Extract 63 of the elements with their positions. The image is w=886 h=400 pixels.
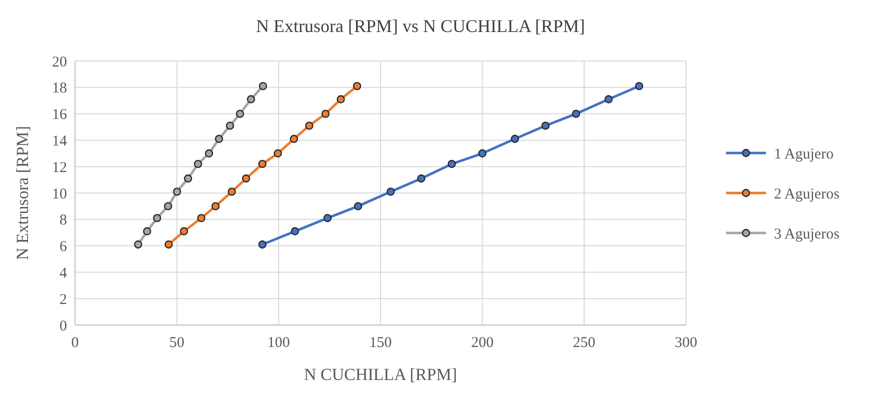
y-axis-title: N Extrusora [RPM] <box>13 126 32 260</box>
point <box>184 174 192 183</box>
point <box>478 149 486 158</box>
point <box>164 240 173 249</box>
y-tick-label: 16 <box>52 107 68 124</box>
x-tick-label: 200 <box>471 335 494 351</box>
point <box>635 82 644 90</box>
x-tick-label: 100 <box>267 335 290 351</box>
point <box>236 110 244 118</box>
y-tick-label: 0 <box>60 318 67 334</box>
x-tick-label: 50 <box>169 335 184 351</box>
point <box>242 174 250 183</box>
point <box>290 227 300 236</box>
point <box>290 134 298 143</box>
point <box>352 82 362 90</box>
point <box>305 122 314 130</box>
point <box>258 82 268 90</box>
point <box>258 160 266 168</box>
chart-title: N Extrusora [RPM] vs N CUCHILLA [RPM] <box>256 16 586 36</box>
x-tick-label: 250 <box>572 335 596 351</box>
point <box>258 240 266 249</box>
point <box>214 134 224 143</box>
x-axis-title: N CUCHILLA [RPM] <box>304 365 458 384</box>
point <box>180 227 188 236</box>
point <box>323 214 332 222</box>
y-tick-label: 6 <box>60 239 68 256</box>
point <box>194 160 202 168</box>
x-tick-label: 150 <box>369 335 392 351</box>
y-tick-label: 18 <box>52 80 67 97</box>
point <box>321 110 330 118</box>
y-tick-label: 14 <box>52 133 68 150</box>
point <box>211 202 220 210</box>
point <box>228 188 236 196</box>
y-tick-label: 4 <box>60 265 68 282</box>
point <box>143 227 152 236</box>
y-tick-label: 2 <box>60 292 67 308</box>
point <box>226 122 234 130</box>
x-tick-label: 300 <box>674 335 698 351</box>
point <box>572 110 580 118</box>
point <box>336 95 345 104</box>
point <box>197 214 206 222</box>
point <box>354 202 362 210</box>
point <box>246 95 256 104</box>
point <box>204 149 214 158</box>
point <box>172 188 182 196</box>
x-tick-label: 0 <box>71 335 79 351</box>
point <box>164 202 172 210</box>
point <box>417 174 426 183</box>
point <box>541 122 550 130</box>
point <box>134 240 142 249</box>
point <box>448 160 456 168</box>
point <box>274 149 282 158</box>
y-tick-label: 10 <box>52 186 67 202</box>
y-tick-label: 8 <box>60 212 67 229</box>
legend-label: 1 Agujero <box>774 146 834 162</box>
point <box>604 95 613 104</box>
legend-label: 2 Agujeros <box>774 186 840 202</box>
point <box>386 188 395 196</box>
point <box>152 214 162 222</box>
legend-label: 3 Agujeros <box>774 226 840 242</box>
point <box>510 134 520 143</box>
y-tick-label: 20 <box>52 54 67 70</box>
y-tick-label: 12 <box>52 160 67 176</box>
